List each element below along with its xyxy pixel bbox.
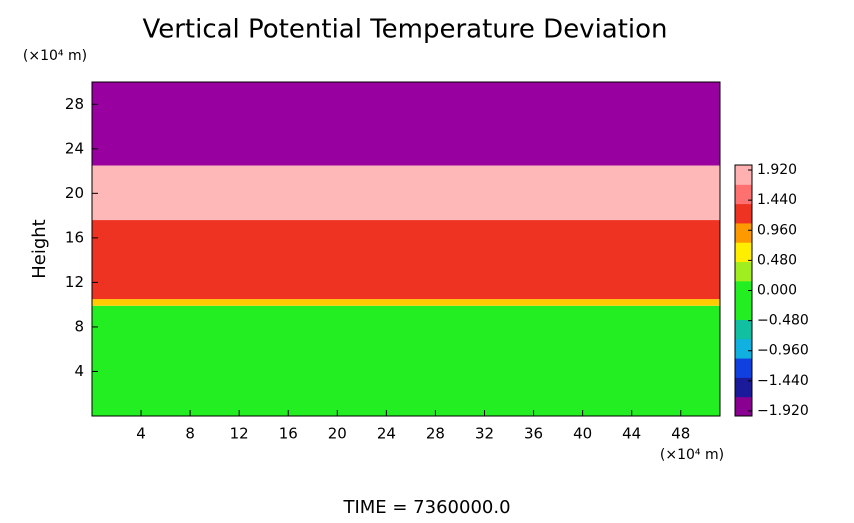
footer: TIME = 7360000.0 [342, 497, 510, 518]
colorbar-segment [735, 184, 752, 205]
y-tick-label: 8 [74, 317, 84, 335]
x-tick-label: 36 [524, 425, 543, 443]
colorbar-tick-label: −0.960 [757, 343, 809, 359]
layer [92, 305, 720, 416]
layer [92, 82, 720, 166]
colorbar-segment [735, 319, 752, 340]
x-tick-label: 4 [136, 425, 146, 443]
colorbar-segment [735, 203, 752, 224]
y-tick-label: 4 [74, 362, 84, 380]
colorbar-tick-label: 1.440 [757, 192, 797, 208]
colorbar-segment [735, 338, 752, 359]
x-tick-label: 16 [279, 425, 298, 443]
x-tick-label: 44 [622, 425, 641, 443]
colorbar-tick-label: 0.000 [757, 283, 797, 299]
y-unit: (×10⁴ m) [23, 48, 87, 64]
colorbar-segment [735, 165, 752, 185]
colorbar-tick-label: −1.440 [757, 373, 809, 389]
y-tick-label: 24 [65, 139, 84, 157]
colorbar-tick-label: 1.920 [757, 162, 797, 178]
layer [92, 165, 720, 221]
colorbar-segment [735, 222, 752, 243]
layer [92, 220, 720, 300]
colorbar-segment [735, 396, 752, 417]
layer [92, 299, 720, 306]
x-tick-label: 8 [185, 425, 195, 443]
colorbar-tick-label: 0.960 [757, 222, 797, 238]
x-tick-label: 28 [426, 425, 445, 443]
colorbar-segment [735, 358, 752, 378]
colorbar-segment [735, 261, 752, 282]
colorbar-tick-label: 0.480 [757, 252, 797, 268]
plot-frame [91, 81, 721, 417]
colorbar-segment [735, 242, 752, 263]
colorbar-tick-label: −1.920 [757, 403, 809, 419]
y-tick-label: 28 [65, 95, 84, 113]
y-tick-label: 12 [65, 273, 84, 291]
x-unit: (×10⁴ m) [660, 447, 724, 463]
colorbar-segment [735, 300, 752, 320]
colorbar-segment [735, 280, 752, 301]
colorbar-segment [735, 377, 752, 398]
chart-title: Vertical Potential Temperature Deviation [142, 15, 667, 45]
x-tick-label: 40 [573, 425, 592, 443]
y-axis-label: Height [29, 219, 50, 279]
x-tick-label: 12 [230, 425, 249, 443]
x-tick-label: 48 [671, 425, 690, 443]
colorbar-tick-label: −0.480 [757, 313, 809, 329]
y-tick-label: 20 [65, 184, 84, 202]
x-tick-label: 32 [475, 425, 494, 443]
y-tick-label: 16 [65, 228, 84, 246]
x-tick-label: 24 [377, 425, 396, 443]
x-tick-label: 20 [328, 425, 347, 443]
